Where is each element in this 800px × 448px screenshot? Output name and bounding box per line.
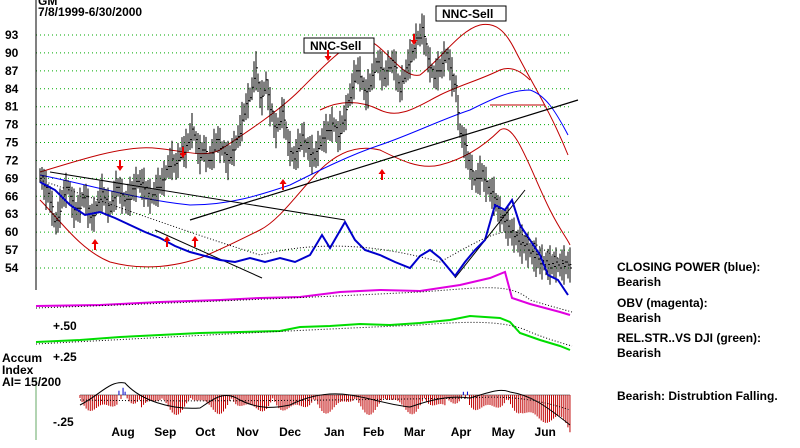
- y-tick-label: 81: [5, 100, 19, 114]
- sell-arrow-icon: [116, 160, 124, 171]
- label-index: Index: [2, 363, 34, 377]
- x-tick-label: Mar: [404, 425, 426, 439]
- y-tick-label: 87: [5, 64, 19, 78]
- x-tick-label: Oct: [195, 425, 215, 439]
- moving-average-line: [39, 89, 569, 206]
- x-tick-label: Jun: [535, 425, 556, 439]
- signal-arrows: [91, 34, 418, 250]
- accum-index-line: [79, 382, 571, 426]
- lower-band-line: [39, 128, 571, 268]
- buy-arrow-icon: [163, 236, 171, 247]
- label-plus50: +.50: [53, 319, 77, 333]
- legend-relstr-state: Bearish: [617, 346, 662, 360]
- trendline-support: [189, 99, 579, 221]
- y-tick-label: 93: [5, 28, 19, 42]
- sell-arrow-icon: [410, 34, 418, 45]
- label-accum: Accum: [2, 351, 42, 365]
- closing-power-line: [39, 181, 569, 296]
- trendline-upper: [49, 171, 346, 221]
- legend-obv: OBV (magenta): Bearish: [617, 296, 708, 326]
- y-tick-label: 75: [5, 136, 19, 150]
- sell-label-box-1: [303, 37, 375, 54]
- buy-arrow-icon: [191, 236, 199, 247]
- x-axis-labels: Aug Sep Oct Nov Dec Jan Feb Mar Apr May Jun: [111, 425, 555, 439]
- y-tick-label: 60: [5, 225, 19, 239]
- y-tick-label: 84: [5, 82, 19, 96]
- x-tick-label: Nov: [236, 425, 259, 439]
- sell-label-box-2: [435, 5, 507, 22]
- x-tick-label: Feb: [363, 425, 384, 439]
- legend-relstr-label: REL.STR..VS DJI (green):: [617, 331, 762, 345]
- x-tick-label: Dec: [279, 425, 301, 439]
- sell-arrow-icon: [324, 50, 332, 61]
- buy-arrow-icon: [279, 179, 287, 190]
- label-plus25: +.25: [53, 350, 77, 364]
- obv-line: [35, 270, 571, 316]
- y-tick-label: 63: [5, 207, 19, 221]
- label-ai: AI= 15/200: [2, 375, 61, 389]
- x-tick-label: May: [492, 425, 516, 439]
- label-minus25: -.25: [53, 415, 74, 429]
- y-tick-label: 69: [5, 171, 19, 185]
- buy-arrow-icon: [378, 169, 386, 180]
- x-tick-label: Jan: [324, 425, 345, 439]
- buy-arrow-icon: [91, 239, 99, 250]
- accum-ma-line: [79, 396, 571, 411]
- legend-summary: Bearish: Distrubtion Falling.: [617, 389, 778, 403]
- y-tick-label: 54: [5, 261, 19, 275]
- legend-closing-power: CLOSING POWER (blue): Bearish: [617, 260, 760, 290]
- y-axis-ticks: 93 90 87 84 81 78 75 72 69 66 63 60 57 54: [5, 28, 19, 275]
- price-bars: [39, 13, 572, 285]
- y-tick-label: 78: [5, 118, 19, 132]
- chart-title: GM: [38, 0, 57, 8]
- sell-arrow-icon: [179, 147, 187, 158]
- y-tick-label: 57: [5, 243, 19, 257]
- chart-date-range: 7/8/1999-6/30/2000: [38, 5, 142, 19]
- rel-strength-line: [35, 314, 571, 351]
- x-tick-label: Sep: [154, 425, 176, 439]
- y-tick-label: 90: [5, 46, 19, 60]
- y-tick-label: 66: [5, 189, 19, 203]
- legend-relstr: REL.STR..VS DJI (green): Bearish: [617, 331, 761, 361]
- closing-power-ma-line: [39, 179, 573, 266]
- legend-closing-power-label: CLOSING POWER (blue):: [617, 260, 761, 274]
- accum-index-bars: [79, 387, 571, 433]
- legend-obv-label: OBV (magenta):: [617, 296, 708, 310]
- x-tick-label: Apr: [451, 425, 472, 439]
- rel-strength-ma-line: [35, 321, 573, 347]
- trendline-cp-down: [154, 229, 263, 279]
- sell-label-1: NNC-Sell: [310, 39, 361, 53]
- x-tick-label: Aug: [111, 425, 134, 439]
- mid-band-line: [319, 67, 531, 114]
- legend-closing-power-state: Bearish: [617, 275, 662, 289]
- sell-label-2: NNC-Sell: [442, 7, 493, 21]
- legend-obv-state: Bearish: [617, 311, 662, 325]
- obv-ma-line: [35, 287, 573, 313]
- y-tick-label: 72: [5, 153, 19, 167]
